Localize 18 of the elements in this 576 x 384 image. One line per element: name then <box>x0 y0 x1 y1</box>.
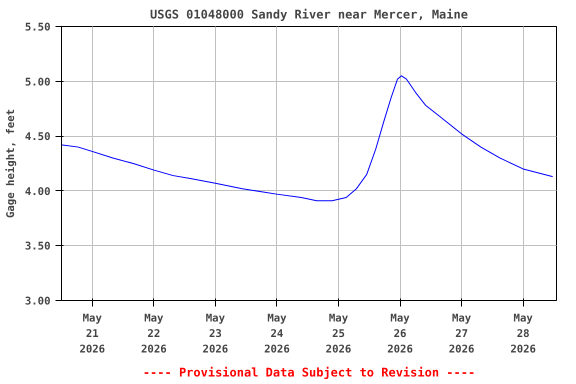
y-tick-label: 5.00 <box>24 75 51 88</box>
y-tick-label: 3.00 <box>24 294 51 308</box>
y-tick-label: 5.50 <box>24 20 51 34</box>
x-tick-label: May 26 2026 <box>387 312 413 356</box>
x-tick-label: May 21 2026 <box>79 312 106 356</box>
x-tick-label: May 22 2026 <box>141 312 167 356</box>
y-tick-label: 4.50 <box>24 130 51 144</box>
chart-title: USGS 01048000 Sandy River near Mercer, Maine <box>150 8 468 22</box>
x-tick-label: May 23 2026 <box>202 312 228 356</box>
text: ---- Provisional Data Subject to Revision ---- <box>142 366 476 380</box>
line-series <box>62 75 554 202</box>
x-tick-label: May 24 2026 <box>264 312 290 356</box>
y-axis-title: Gage height, feet <box>4 108 17 218</box>
y-tick-label: 3.50 <box>24 240 51 253</box>
x-tick-label: May 25 2026 <box>326 312 352 356</box>
x-tick-label: May 27 2026 <box>448 312 474 356</box>
y-tick-label: 4.00 <box>24 184 51 198</box>
x-tick-label: May 28 2026 <box>510 312 536 356</box>
